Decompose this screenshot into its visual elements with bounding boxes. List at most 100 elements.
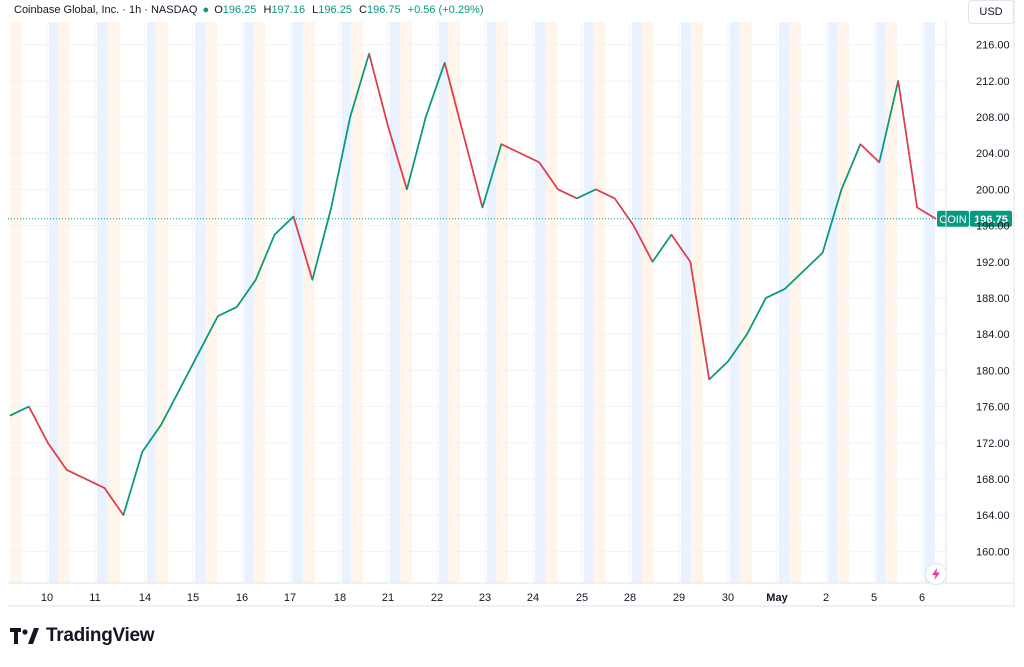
afterhours-band	[342, 22, 353, 583]
close-label: C	[359, 4, 367, 16]
price-segment	[481, 143, 503, 208]
high-label: H	[263, 4, 272, 16]
price-segment	[708, 360, 729, 380]
lightning-icon[interactable]	[925, 563, 947, 585]
price-segment	[462, 134, 484, 208]
x-tick-label: 14	[139, 592, 151, 604]
session-bands	[10, 22, 935, 583]
afterhours-band	[49, 22, 60, 583]
afterhours-band	[876, 22, 887, 583]
x-axis: 10 11 14 15 16 17 18 21 22 23 24 25 28 29 30 May 2 5 6	[8, 582, 1014, 607]
currency-button[interactable]: USD	[968, 0, 1014, 24]
premarket-band	[205, 22, 217, 583]
price-segment	[897, 80, 918, 208]
price-segment	[28, 406, 49, 444]
price-tag-text: 196.75	[974, 214, 1008, 226]
x-tick-label: 6	[919, 592, 925, 604]
y-axis: 216.00 212.00 208.00 204.00 200.00 196.00 192.…	[945, 0, 1015, 606]
tradingview-logo-icon	[10, 628, 39, 644]
price-segment	[840, 143, 862, 190]
price-segment	[424, 62, 446, 118]
price-segment	[122, 451, 144, 516]
y-tick-label: 160.00	[976, 546, 1010, 558]
x-tick-label: 21	[382, 592, 394, 604]
price-series	[9, 52, 937, 516]
premarket-band	[740, 22, 752, 583]
price-segment	[47, 442, 68, 471]
y-tick-label: 184.00	[976, 329, 1010, 341]
x-tick-label: 22	[431, 592, 443, 604]
price-segment	[689, 261, 711, 380]
x-tick-label: 2	[823, 592, 829, 604]
symbol-tag-text: COIN	[939, 214, 967, 226]
premarket-band	[885, 22, 897, 583]
tradingview-logo[interactable]: TradingView	[10, 624, 155, 648]
price-segment	[803, 252, 824, 272]
afterhours-band	[195, 22, 206, 583]
premarket-band	[496, 22, 508, 583]
price-segment	[236, 279, 257, 308]
brand-name: TradingView	[46, 625, 155, 646]
price-segment	[878, 80, 899, 163]
afterhours-band	[439, 22, 450, 583]
price-segment	[557, 188, 578, 200]
afterhours-band	[244, 22, 255, 583]
price-segment	[651, 234, 673, 263]
premarket-band	[837, 22, 849, 583]
price-segment	[519, 152, 540, 163]
price-segment	[576, 188, 597, 200]
y-tick-label: 196.00	[976, 221, 1010, 233]
x-tick-label: 30	[722, 592, 734, 604]
x-tick-label: 28	[624, 592, 636, 604]
price-segment	[368, 53, 389, 127]
price-segment	[538, 161, 559, 190]
x-tick-label: 23	[479, 592, 491, 604]
price-segment	[670, 234, 691, 263]
price-segment	[274, 215, 295, 236]
y-tick-label: 164.00	[976, 510, 1010, 522]
afterhours-band	[487, 22, 498, 583]
open-value: 196.25	[222, 4, 257, 16]
x-tick-label: 15	[187, 592, 199, 604]
price-segment	[387, 125, 408, 190]
premarket-band	[156, 22, 168, 583]
premarket-band	[789, 22, 801, 583]
premarket-band	[642, 22, 654, 583]
close-value: 196.75	[366, 4, 401, 16]
y-tick-label: 216.00	[976, 40, 1010, 52]
afterhours-band	[535, 22, 546, 583]
y-tick-label: 180.00	[976, 365, 1010, 377]
premarket-band	[58, 22, 70, 583]
price-segment	[179, 351, 200, 389]
x-tick-label: 29	[673, 592, 685, 604]
price-segment	[217, 306, 238, 317]
price-segment	[198, 315, 219, 353]
price-segment	[254, 234, 276, 281]
afterhours-band	[779, 22, 790, 583]
price-segment	[141, 424, 162, 453]
x-tick-label: 16	[236, 592, 248, 604]
premarket-band	[10, 22, 22, 583]
price-segment	[349, 53, 370, 118]
premarket-band	[303, 22, 315, 583]
change-value: +0.56 (+0.29%)	[407, 4, 484, 16]
low-value: 196.25	[318, 4, 352, 16]
price-segment	[66, 469, 86, 480]
price-segment	[765, 288, 786, 299]
y-tick-label: 188.00	[976, 293, 1010, 305]
price-segment	[330, 116, 351, 208]
price-segment	[595, 188, 616, 200]
afterhours-band	[924, 22, 935, 583]
price-segment	[160, 388, 181, 426]
premarket-band	[448, 22, 460, 583]
price-segment	[746, 297, 767, 335]
legend-dot: ●	[202, 4, 210, 16]
premarket-band	[400, 22, 412, 583]
grid-lines	[8, 22, 946, 583]
premarket-band	[253, 22, 265, 583]
x-tick-label: 11	[89, 592, 100, 604]
price-segment	[859, 143, 880, 163]
x-tick-label: 17	[284, 592, 296, 604]
